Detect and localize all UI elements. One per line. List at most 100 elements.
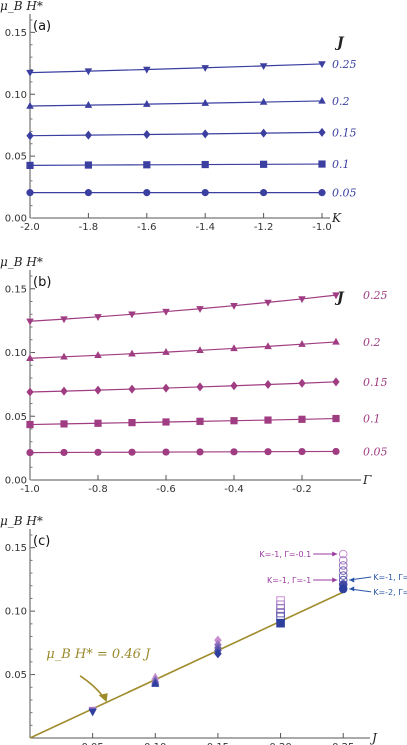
data-point [201,99,209,106]
data-point [60,386,68,396]
data-point [26,318,34,326]
data-point [128,448,136,456]
series-line [29,450,337,454]
data-point [230,448,238,456]
data-point [201,189,209,197]
data-point [259,63,268,71]
series-label: 0.15 [332,126,357,139]
x-tick-label: -1.6 [137,222,157,233]
data-point [318,160,326,168]
panel-label: (a) [33,19,51,34]
data-point [318,96,326,104]
scatter-group-0_25 [338,549,348,594]
data-point [276,618,285,628]
data-point [260,189,268,197]
x-axis-label: K [331,211,342,225]
data-point [260,160,268,168]
x-axis-label: J [369,731,378,745]
data-point [264,416,272,424]
data-point [60,352,68,360]
series-line [29,63,323,74]
data-point [332,414,340,423]
y-tick-label: 0.10 [5,607,27,618]
data-point [298,378,306,388]
series-label: 0.2 [363,336,381,349]
data-point [298,296,306,304]
data-point [338,566,348,575]
data-point [196,382,204,392]
panel-a: 0.00 0.05 0.10 0.15 -2.0 -1.8 -1.6 -1.4 -1.2 -1.0… [0,0,357,233]
data-point [196,306,204,313]
y-tick-label: 0.00 [5,476,27,487]
series-0_2 [26,337,340,361]
data-point [94,448,102,456]
data-point [264,342,272,350]
data-point [201,129,209,139]
x-tick-label: -0.4 [224,484,244,495]
y-tick-label: 0.15 [5,284,27,295]
series-0_05 [26,189,326,197]
data-point [128,349,136,357]
series-0_25 [26,292,340,326]
series-line [29,381,337,393]
data-point [264,380,272,390]
data-point [60,316,68,324]
panel-label: (b) [33,275,51,290]
y-tick-label: 0.00 [5,214,27,225]
data-point [26,161,34,170]
series-0_05 [26,447,340,457]
data-point [26,69,34,77]
data-point [298,340,306,347]
data-point [264,448,272,456]
x-tick-label: -1.0 [20,484,40,495]
data-point [94,351,102,359]
series-line [29,100,323,107]
series-0_1 [26,414,340,429]
data-point [162,383,170,393]
data-point [201,65,209,72]
series-line [29,417,337,426]
annotation-label: K=-1, Γ=-0.1 [259,550,311,559]
series-label: 0.25 [363,289,388,302]
annotation-arrow-head [349,586,355,592]
y-tick-label: 0.05 [5,152,27,163]
series-0_15 [26,377,340,397]
panel-c: 0.05 0.10 0.15 0.05 0.10 0.15 0.20 0.25 μ_B H* J (… [0,514,407,745]
data-point [338,556,348,565]
fit-arrow [79,675,104,697]
data-point [162,418,170,426]
annotation-arrow-head [332,577,338,583]
series-0_15 [26,127,326,141]
data-point [84,189,92,197]
series-line [29,163,323,167]
data-point [143,189,151,197]
data-point [332,292,340,300]
y-tick-label: 0.15 [5,28,27,39]
series-0_1 [26,160,326,170]
x-tick-label: -0.6 [156,484,176,495]
x-tick-label: -2.0 [20,222,40,233]
data-point [26,354,34,361]
series-line [29,294,337,322]
data-point [259,97,268,105]
x-tick-label: 0.20 [269,742,291,745]
series-label: 0.05 [332,187,357,200]
y-axis-label: μ_B H* [0,514,43,528]
x-tick-label: 0.15 [207,742,229,745]
series-label: 0.1 [363,413,381,426]
data-point [338,549,348,559]
data-point [230,303,238,310]
data-point [264,299,272,307]
data-point [143,161,151,169]
data-point [94,419,102,427]
x-tick-label: -0.8 [88,484,108,495]
data-point [318,127,326,137]
data-point [60,448,68,457]
data-point [214,648,222,659]
x-tick-label: -0.2 [292,484,312,495]
data-point [26,189,34,197]
annotation-arrow-head [332,551,338,557]
data-point [60,420,68,428]
x-tick-label: -1.0 [312,222,332,233]
